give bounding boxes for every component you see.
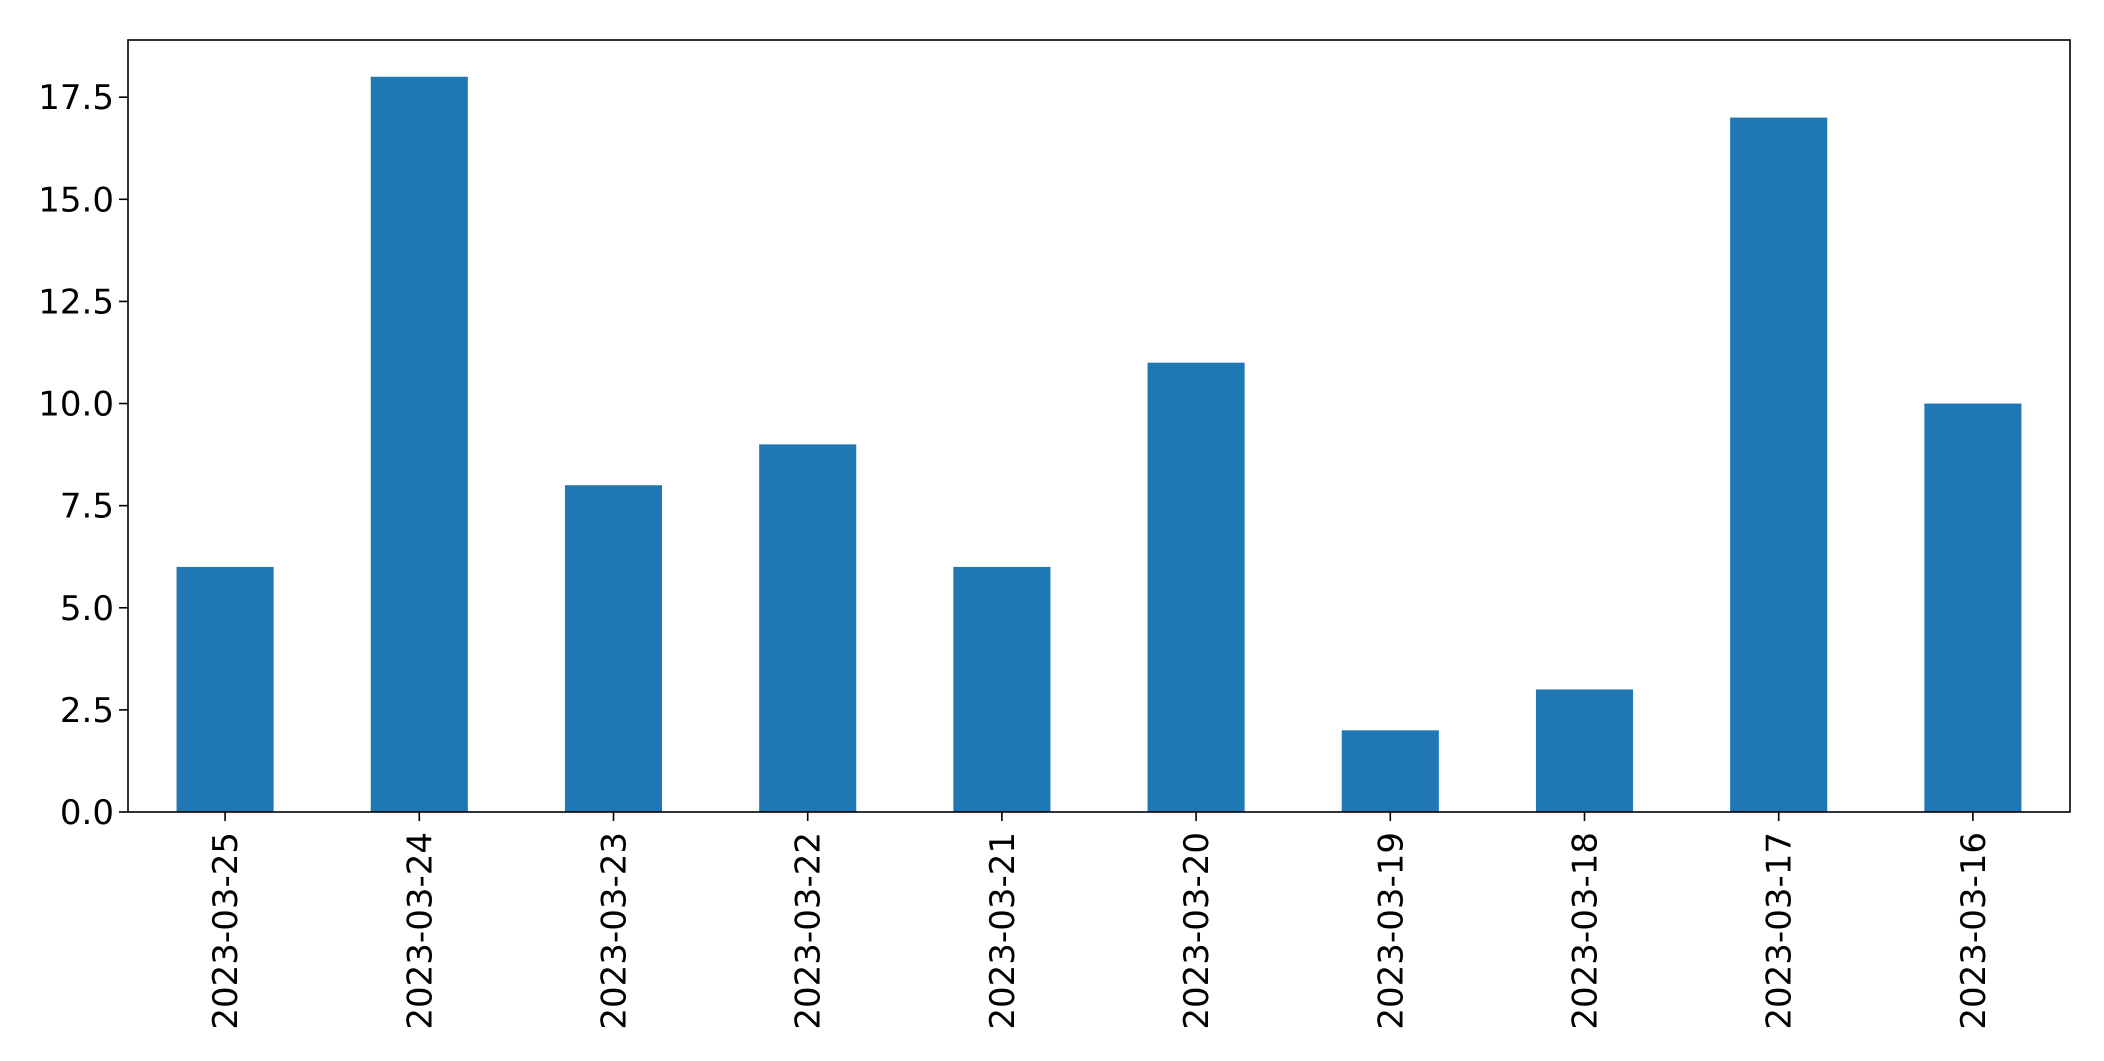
y-axis: 0.0 2.5 5.0 7.5 10.0 12.5 15.0 17.5	[38, 78, 128, 833]
x-tick-label: 2023-03-24	[400, 832, 440, 1030]
x-tick-label: 2023-03-16	[1954, 832, 1994, 1030]
bar-2023-03-25	[176, 566, 274, 812]
bar-2023-03-24	[370, 76, 468, 812]
x-tick-label: 2023-03-21	[983, 832, 1023, 1030]
y-tick-label: 0.0	[60, 793, 114, 833]
x-tick-label: 2023-03-25	[206, 832, 246, 1030]
x-axis: 2023-03-25 2023-03-24 2023-03-23 2023-03-22…	[206, 812, 1994, 1030]
y-tick-label: 2.5	[60, 691, 114, 731]
bar-2023-03-21	[953, 566, 1051, 812]
x-tick-label: 2023-03-23	[595, 832, 635, 1030]
bar-2023-03-19	[1341, 730, 1439, 812]
plot-frame	[127, 39, 2071, 813]
bar-2023-03-17	[1730, 117, 1828, 813]
x-tick-label: 2023-03-19	[1371, 832, 1411, 1030]
y-tick-label: 15.0	[38, 180, 114, 220]
y-tick-label: 5.0	[60, 589, 114, 629]
bars-group	[176, 76, 2022, 813]
y-tick-label: 17.5	[38, 78, 114, 118]
x-tick-label: 2023-03-17	[1760, 832, 1800, 1030]
bar-2023-03-16	[1924, 403, 2022, 812]
x-tick-label: 2023-03-20	[1177, 832, 1217, 1030]
x-tick-label: 2023-03-22	[789, 832, 829, 1030]
y-tick-label: 7.5	[60, 487, 114, 527]
bar-2023-03-22	[759, 444, 857, 812]
y-tick-label: 12.5	[38, 282, 114, 322]
bar-2023-03-23	[564, 485, 663, 812]
y-tick-label: 10.0	[38, 385, 114, 425]
bar-2023-03-20	[1147, 362, 1245, 812]
bar-2023-03-18	[1535, 689, 1634, 812]
x-tick-label: 2023-03-18	[1566, 832, 1606, 1030]
